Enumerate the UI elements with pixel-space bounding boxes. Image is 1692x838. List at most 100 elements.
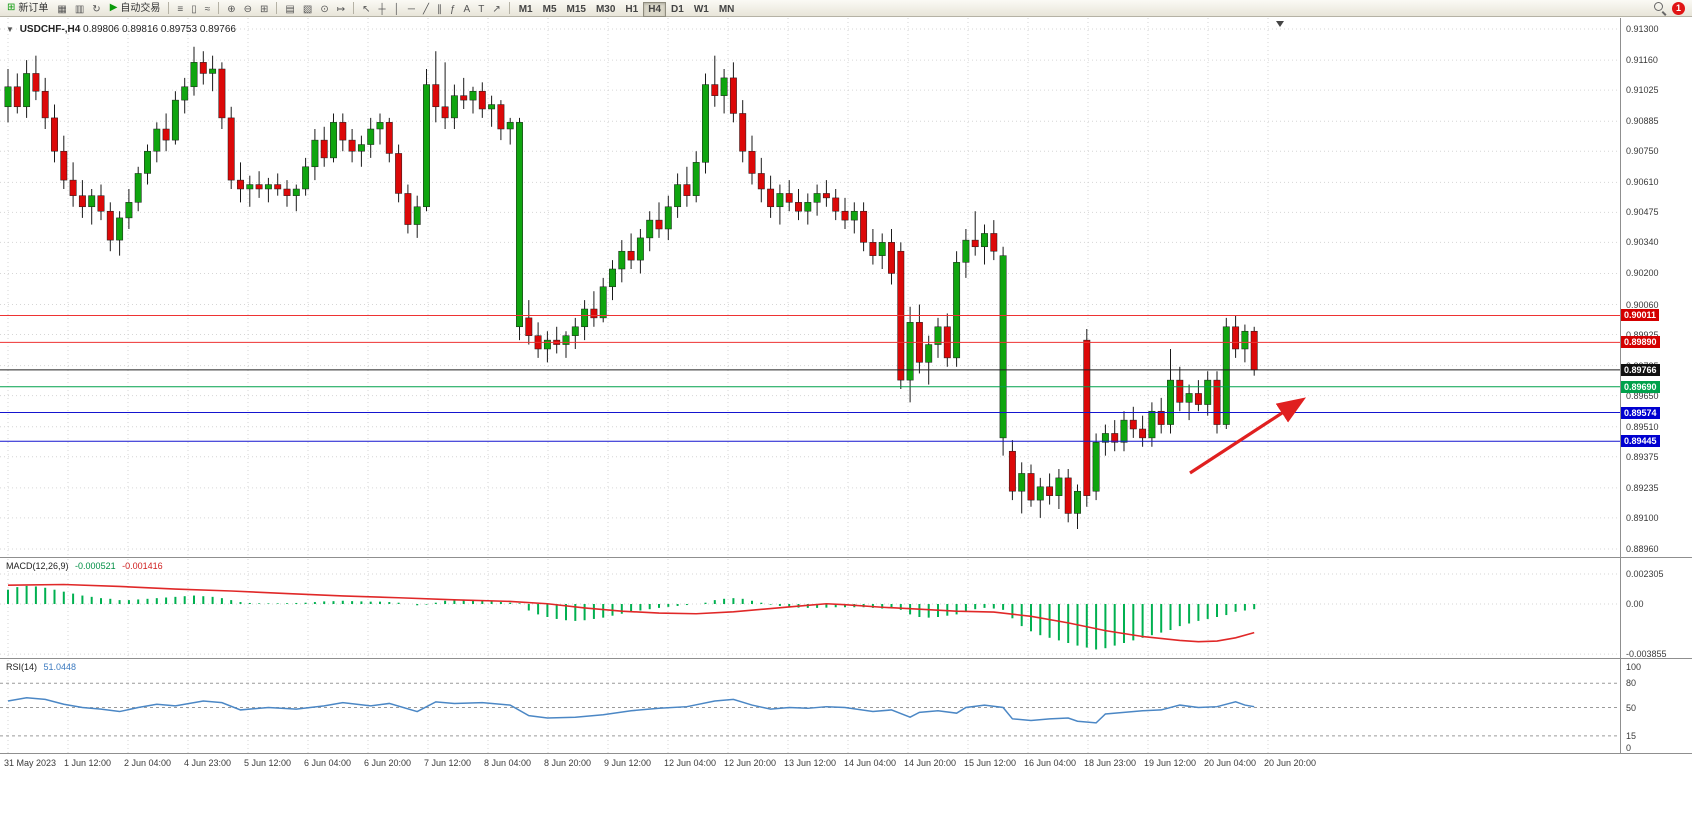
- time-axis-label: 12 Jun 04:00: [664, 758, 717, 768]
- notification-badge[interactable]: 1: [1672, 1, 1685, 15]
- vertical-line-icon: │: [393, 3, 400, 15]
- timeframe-h4-button[interactable]: H4: [643, 2, 667, 17]
- auto-trade-label: 自动交易: [120, 2, 161, 14]
- new-order-button[interactable]: ⊞ 新订单: [3, 1, 52, 16]
- chart-title: ▼ USDCHF-,H4 0.89806 0.89816 0.89753 0.8…: [6, 24, 236, 35]
- panel-separator[interactable]: [0, 753, 1692, 754]
- time-axis-label: 18 Jun 23:00: [1084, 758, 1137, 768]
- text-label-button[interactable]: T: [474, 2, 488, 17]
- market-watch-button[interactable]: ▦: [53, 2, 70, 17]
- rsi-panel-canvas[interactable]: [0, 660, 1620, 753]
- candles-layer: [4, 46, 1258, 529]
- chart-shift-marker-icon[interactable]: [1276, 21, 1284, 27]
- timeframe-m30-button[interactable]: M30: [591, 2, 620, 17]
- text-icon: A: [463, 3, 471, 15]
- text-label-icon: T: [478, 3, 485, 15]
- main-chart-canvas[interactable]: [0, 18, 1620, 557]
- refresh-button[interactable]: ↻: [88, 2, 104, 17]
- toolbar: ⊞ 新订单 ▦ ▥ ↻ ▶ 自动交易 ≡ ▯ ≈ ⊕ ⊖ ⊞ ▤ ▧ ⊙ ↦ ↖ ┼ │ ─ ╱ ∥ ƒ A T ↗…: [0, 0, 1692, 17]
- auto-trade-button[interactable]: ▶ 自动交易: [106, 1, 165, 16]
- macd-main-value: -0.000521: [75, 561, 116, 571]
- arrows-button[interactable]: ↗: [488, 2, 504, 17]
- time-axis-label: 8 Jun 20:00: [544, 758, 592, 768]
- auto-trade-icon: ▶: [109, 2, 118, 13]
- timeframe-m1-button[interactable]: M1: [514, 2, 538, 17]
- toolbar-group-chart-type: ≡ ▯ ≈: [173, 0, 214, 17]
- chart-shift-button[interactable]: ↦: [333, 2, 349, 17]
- macd-signal-value: -0.001416: [122, 561, 163, 571]
- toolbar-right-group: 1: [1654, 1, 1689, 15]
- macd-histogram: [7, 585, 1256, 650]
- equidistant-channel-button[interactable]: ∥: [433, 2, 446, 17]
- chart-symbol-period: USDCHF-,H4: [19, 24, 81, 35]
- macd-panel-canvas[interactable]: [0, 559, 1620, 658]
- toolbar-separator: [353, 2, 355, 14]
- cursor-button[interactable]: ↖: [358, 2, 374, 17]
- toolbar-separator: [276, 2, 278, 14]
- time-axis-label: 20 Jun 04:00: [1204, 758, 1257, 768]
- crosshair-button[interactable]: ┼: [375, 2, 390, 17]
- grid-layer: [0, 18, 1620, 557]
- time-axis-label: 5 Jun 12:00: [244, 758, 292, 768]
- clock-button[interactable]: ⊙: [316, 2, 332, 17]
- axis-label: 0.89235: [1626, 482, 1659, 493]
- chart-shift-icon: ↦: [336, 3, 346, 15]
- axis-label: 0.90885: [1626, 116, 1659, 127]
- axis-label: 0.88960: [1626, 544, 1659, 554]
- timeframe-m5-button[interactable]: M5: [538, 2, 562, 17]
- price-tag: 0.89574: [1621, 406, 1660, 419]
- macd-axis[interactable]: 0.002305 0.00 -0.003855: [1621, 559, 1692, 659]
- time-axis-label: 4 Jun 23:00: [184, 758, 232, 768]
- trendline-button[interactable]: ╱: [419, 2, 433, 17]
- vertical-line-button[interactable]: │: [390, 2, 404, 17]
- trend-arrow[interactable]: [1189, 397, 1307, 475]
- chevron-down-icon[interactable]: ▼: [6, 25, 14, 34]
- cascade-windows-button[interactable]: ▧: [299, 2, 316, 17]
- timeframe-m15-button[interactable]: M15: [562, 2, 591, 17]
- axis-label: 0.90060: [1626, 299, 1659, 310]
- timeframe-mn-button[interactable]: MN: [714, 2, 740, 17]
- line-chart-button[interactable]: ≈: [201, 2, 215, 17]
- search-icon[interactable]: [1654, 2, 1666, 14]
- toolbar-group-zoom: ⊕ ⊖ ⊞: [223, 0, 272, 17]
- macd-signal-line: [7, 583, 1255, 643]
- profiles-button[interactable]: ▤: [281, 2, 298, 17]
- trendline-icon: ╱: [422, 3, 429, 15]
- axis-label: 0.90750: [1626, 146, 1659, 157]
- horizontal-line-button[interactable]: ─: [404, 2, 419, 17]
- panel-separator[interactable]: [0, 658, 1692, 659]
- time-axis-label: 1 Jun 12:00: [64, 758, 112, 768]
- rsi-name: RSI(14): [6, 662, 38, 672]
- new-order-icon: ⊞: [7, 2, 16, 13]
- zoom-out-button[interactable]: ⊖: [240, 2, 256, 17]
- zoom-in-button[interactable]: ⊕: [223, 2, 239, 17]
- timeframe-w1-button[interactable]: W1: [689, 2, 714, 17]
- axis-label: 0.89510: [1626, 421, 1659, 432]
- bar-chart-button[interactable]: ≡: [173, 2, 187, 17]
- candlestick-chart-icon: ▯: [191, 3, 197, 15]
- time-axis-label: 6 Jun 04:00: [304, 758, 352, 768]
- zoom-out-icon: ⊖: [243, 3, 253, 15]
- rsi-axis[interactable]: 100 80 50 15 0: [1621, 660, 1692, 753]
- text-button[interactable]: A: [460, 2, 475, 17]
- data-window-button[interactable]: ▥: [71, 2, 88, 17]
- time-axis-label: 7 Jun 12:00: [424, 758, 472, 768]
- timeframe-d1-button[interactable]: D1: [666, 2, 689, 17]
- bar-chart-icon: ≡: [177, 3, 184, 15]
- fibonacci-icon: ƒ: [449, 3, 456, 15]
- refresh-icon: ↻: [92, 3, 101, 15]
- macd-name: MACD(12,26,9): [6, 561, 69, 571]
- time-axis-label: 14 Jun 20:00: [904, 758, 957, 768]
- panel-separator[interactable]: [0, 557, 1692, 558]
- time-axis-label: 14 Jun 04:00: [844, 758, 897, 768]
- fibonacci-button[interactable]: ƒ: [446, 2, 460, 17]
- horizontal-line-icon: ─: [407, 3, 415, 15]
- axis-label: 0.91160: [1626, 55, 1658, 66]
- tile-windows-button[interactable]: ⊞: [256, 2, 272, 17]
- price-axis[interactable]: 0.91300 0.91160 0.91025 0.90885 0.90750 0.906…: [1621, 18, 1692, 557]
- axis-label: 0.89650: [1626, 390, 1659, 401]
- time-axis-label: 8 Jun 04:00: [484, 758, 532, 768]
- timeframe-h1-button[interactable]: H1: [620, 2, 643, 17]
- time-axis[interactable]: 31 May 2023 1 Jun 12:00 2 Jun 04:00 4 Jun 2…: [0, 754, 1692, 776]
- candlestick-chart-button[interactable]: ▯: [187, 2, 201, 17]
